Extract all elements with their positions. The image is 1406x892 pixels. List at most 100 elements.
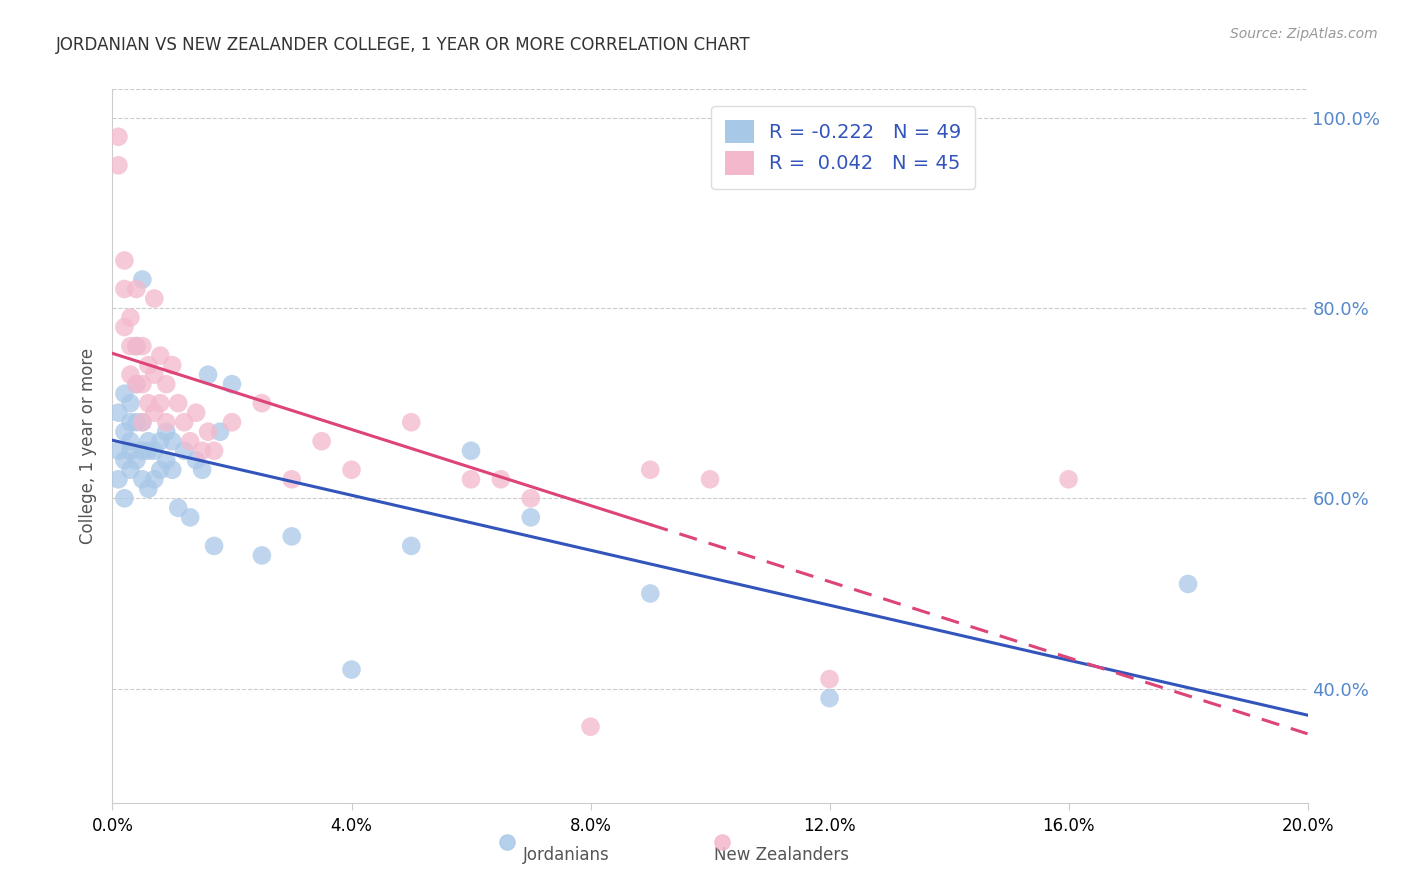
New Zealanders xyxy=(107,158,129,172)
Jordanians xyxy=(120,396,142,410)
Jordanians xyxy=(114,453,135,467)
New Zealanders xyxy=(138,358,160,372)
Jordanians xyxy=(120,434,142,449)
New Zealanders xyxy=(167,396,190,410)
New Zealanders xyxy=(250,396,273,410)
Jordanians xyxy=(221,377,243,392)
New Zealanders xyxy=(520,491,543,506)
New Zealanders xyxy=(191,443,214,458)
New Zealanders xyxy=(114,320,135,334)
Jordanians xyxy=(125,415,148,429)
Jordanians xyxy=(131,472,153,486)
New Zealanders xyxy=(401,415,423,429)
Text: Jordanians: Jordanians xyxy=(523,846,610,863)
Jordanians xyxy=(186,453,208,467)
Jordanians xyxy=(155,425,177,439)
New Zealanders xyxy=(114,282,135,296)
New Zealanders xyxy=(114,253,135,268)
New Zealanders xyxy=(340,463,363,477)
Jordanians xyxy=(107,443,129,458)
Jordanians xyxy=(209,425,232,439)
New Zealanders xyxy=(202,443,225,458)
Jordanians xyxy=(143,443,166,458)
New Zealanders xyxy=(162,358,183,372)
New Zealanders xyxy=(125,339,148,353)
New Zealanders xyxy=(186,406,208,420)
Jordanians xyxy=(162,434,183,449)
New Zealanders xyxy=(107,129,129,144)
New Zealanders xyxy=(155,377,177,392)
Jordanians xyxy=(167,500,190,515)
New Zealanders xyxy=(120,310,142,325)
New Zealanders xyxy=(489,472,512,486)
Jordanians xyxy=(202,539,225,553)
New Zealanders xyxy=(149,396,172,410)
Jordanians xyxy=(191,463,214,477)
Jordanians xyxy=(143,472,166,486)
New Zealanders xyxy=(120,339,142,353)
New Zealanders xyxy=(125,282,148,296)
New Zealanders xyxy=(197,425,219,439)
Y-axis label: College, 1 year or more: College, 1 year or more xyxy=(79,348,97,544)
New Zealanders xyxy=(460,472,482,486)
Jordanians xyxy=(125,453,148,467)
Jordanians xyxy=(460,443,482,458)
New Zealanders xyxy=(125,377,148,392)
Jordanians xyxy=(120,463,142,477)
Jordanians xyxy=(250,549,273,563)
Jordanians xyxy=(107,472,129,486)
New Zealanders xyxy=(131,339,153,353)
New Zealanders xyxy=(138,396,160,410)
Jordanians xyxy=(640,586,662,600)
New Zealanders xyxy=(221,415,243,429)
Jordanians xyxy=(107,406,129,420)
Jordanians xyxy=(155,453,177,467)
Jordanians xyxy=(1177,577,1199,591)
Jordanians xyxy=(138,443,160,458)
Jordanians xyxy=(131,443,153,458)
New Zealanders xyxy=(640,463,662,477)
Jordanians xyxy=(125,377,148,392)
New Zealanders xyxy=(311,434,333,449)
Jordanians xyxy=(120,415,142,429)
Jordanians xyxy=(149,463,172,477)
New Zealanders xyxy=(131,377,153,392)
Jordanians xyxy=(179,510,201,524)
New Zealanders xyxy=(179,434,201,449)
Jordanians xyxy=(125,339,148,353)
New Zealanders xyxy=(281,472,304,486)
New Zealanders xyxy=(155,415,177,429)
Jordanians xyxy=(138,434,160,449)
New Zealanders xyxy=(149,349,172,363)
Jordanians xyxy=(173,443,195,458)
New Zealanders xyxy=(131,415,153,429)
Jordanians xyxy=(114,491,135,506)
Text: Source: ZipAtlas.com: Source: ZipAtlas.com xyxy=(1230,27,1378,41)
New Zealanders xyxy=(143,292,166,306)
Jordanians xyxy=(131,272,153,286)
New Zealanders xyxy=(120,368,142,382)
Jordanians xyxy=(120,443,142,458)
Text: New Zealanders: New Zealanders xyxy=(714,846,849,863)
New Zealanders xyxy=(143,368,166,382)
Jordanians xyxy=(114,425,135,439)
Jordanians xyxy=(340,663,363,677)
New Zealanders xyxy=(818,672,841,686)
Jordanians xyxy=(162,463,183,477)
New Zealanders xyxy=(173,415,195,429)
New Zealanders xyxy=(143,406,166,420)
Jordanians xyxy=(138,482,160,496)
Jordanians xyxy=(197,368,219,382)
New Zealanders xyxy=(579,720,602,734)
Jordanians xyxy=(114,386,135,401)
Jordanians xyxy=(818,691,841,706)
Legend: R = -0.222   N = 49, R =  0.042   N = 45: R = -0.222 N = 49, R = 0.042 N = 45 xyxy=(711,106,976,188)
Jordanians xyxy=(401,539,423,553)
Jordanians xyxy=(520,510,543,524)
New Zealanders xyxy=(1057,472,1080,486)
Jordanians xyxy=(131,415,153,429)
Jordanians xyxy=(149,434,172,449)
New Zealanders xyxy=(699,472,721,486)
Jordanians xyxy=(281,529,304,543)
Text: JORDANIAN VS NEW ZEALANDER COLLEGE, 1 YEAR OR MORE CORRELATION CHART: JORDANIAN VS NEW ZEALANDER COLLEGE, 1 YE… xyxy=(56,36,751,54)
